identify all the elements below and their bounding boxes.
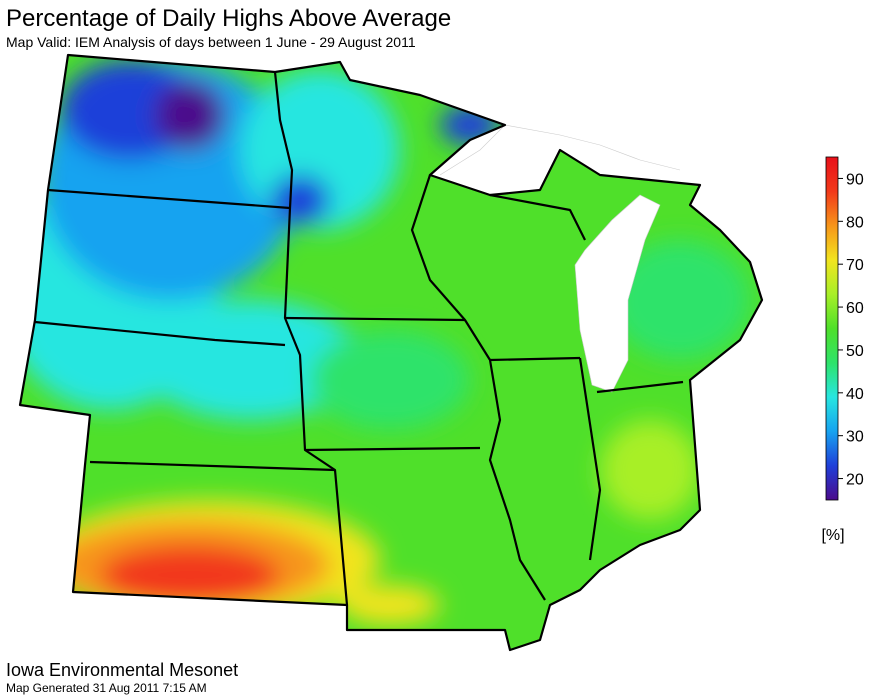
colorbar xyxy=(825,156,839,501)
colorbar-tick-label: 70 xyxy=(846,257,864,274)
colorbar-tick-label: 50 xyxy=(846,343,864,360)
colorbar-tick-label: 20 xyxy=(846,472,864,489)
footer-org: Iowa Environmental Mesonet xyxy=(6,660,238,680)
colorbar-tick-label: 80 xyxy=(846,214,864,231)
state-borders xyxy=(18,53,764,652)
subtitle: Map Valid: IEM Analysis of days between … xyxy=(6,34,416,50)
colorbar-tick-label: 90 xyxy=(846,171,864,188)
title: Percentage of Daily Highs Above Average xyxy=(6,5,451,32)
footer-generated: Map Generated 31 Aug 2011 7:15 AM xyxy=(6,681,207,695)
colorbar-tick-label: 60 xyxy=(846,300,864,317)
colorbar-unit: [%] xyxy=(821,527,844,544)
colorbar-tick-label: 30 xyxy=(846,429,864,446)
lake-michigan xyxy=(574,194,661,393)
lake-shore xyxy=(439,124,681,176)
colorbar-tick-label: 40 xyxy=(846,386,864,403)
analysis-field xyxy=(20,55,762,650)
